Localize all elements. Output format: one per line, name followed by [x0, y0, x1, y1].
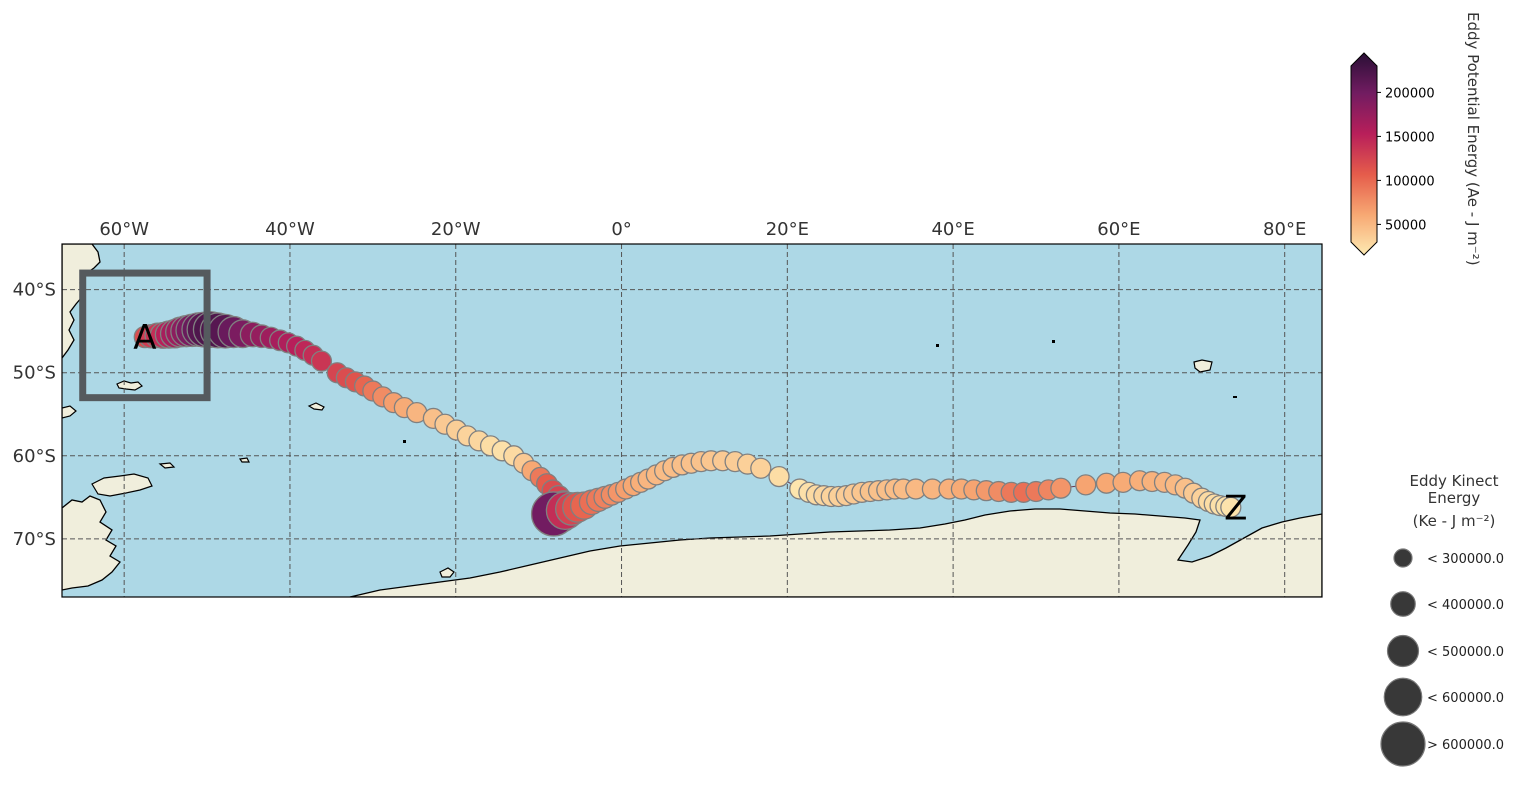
size-legend-marker [1393, 548, 1413, 568]
size-legend-label: < 600000.0 [1427, 691, 1504, 706]
lon-tick-label: 20°E [766, 219, 809, 240]
land-weddell-coast [439, 567, 455, 578]
land-peninsula-islands [91, 473, 153, 497]
colorbar-bar [1350, 52, 1378, 256]
lat-tick-label: 70°S [13, 529, 56, 550]
land-heard-island [1233, 396, 1237, 398]
size-legend-label: < 300000.0 [1427, 552, 1504, 567]
lat-tick-label: 50°S [13, 363, 56, 384]
land-falklands [116, 380, 143, 391]
size-legend: Eddy Kinect Energy (Ke - J m⁻²) < 300000… [1380, 472, 1504, 767]
size-legend-marker [1383, 677, 1423, 717]
colorbar-tick-label: 50000 [1385, 218, 1426, 233]
map-panel: A Z 60°W 40°W 20°W 0° 20°E 40°E 60°E 80°E 40°S 5… [13, 219, 1323, 598]
land-small-island [403, 440, 406, 443]
lat-tick-label: 40°S [13, 280, 56, 301]
end-label: Z [1224, 488, 1247, 528]
size-legend-marker [1380, 721, 1426, 767]
gridlines [62, 244, 1322, 597]
colorbar-tick-label: 200000 [1385, 86, 1435, 101]
size-legend-title-line-3: (Ke - J m⁻²) [1413, 512, 1496, 530]
eddy-point [1050, 477, 1072, 499]
latitude-ticks: 40°S 50°S 60°S 70°S [13, 280, 56, 550]
lon-tick-label: 80°E [1263, 219, 1306, 240]
lon-tick-label: 60°W [99, 219, 149, 240]
land-kerguelen [1193, 359, 1213, 373]
size-legend-label: > 600000.0 [1427, 738, 1504, 753]
eddy-point [310, 350, 333, 372]
lon-tick-label: 40°E [931, 219, 974, 240]
lat-tick-label: 60°S [13, 446, 56, 467]
land-antarctic-peninsula [62, 495, 121, 591]
land-tierra-del-fuego [62, 405, 77, 419]
size-legend-title-line-2: Energy [1428, 489, 1481, 507]
colorbar: 50000 100000 150000 200000 Eddy Potential E… [1350, 12, 1482, 266]
land-peninsula-islands-2 [158, 457, 250, 469]
size-legend-items: < 300000.0 < 400000.0 < 500000.0 < 600000.0… [1380, 548, 1504, 767]
colorbar-ticks: 50000 100000 150000 200000 [1377, 86, 1435, 233]
land-marion-island [936, 344, 939, 347]
eddy-point [750, 457, 772, 479]
size-legend-marker [1386, 634, 1420, 668]
lon-tick-label: 40°W [265, 219, 315, 240]
size-legend-label: < 400000.0 [1427, 598, 1504, 613]
start-label: A [133, 318, 156, 358]
lon-tick-label: 0° [611, 219, 631, 240]
eddy-point [1220, 496, 1242, 518]
eddy-track [133, 311, 1242, 537]
size-legend-title-line-1: Eddy Kinect [1409, 472, 1498, 490]
size-legend-marker [1390, 591, 1416, 617]
land-east-antarctica [349, 508, 1322, 597]
region-box [79, 269, 211, 402]
lon-tick-label: 60°E [1097, 219, 1140, 240]
colorbar-tick-label: 150000 [1385, 130, 1435, 145]
map-frame [61, 243, 1323, 598]
colorbar-tick-label: 100000 [1385, 174, 1435, 189]
land-south-georgia [307, 402, 325, 411]
land-crozet-island [1052, 340, 1055, 343]
longitude-ticks: 60°W 40°W 20°W 0° 20°E 40°E 60°E 80°E [99, 219, 1306, 240]
eddy-point [1075, 474, 1097, 496]
lon-tick-label: 20°W [431, 219, 481, 240]
size-legend-label: < 500000.0 [1427, 645, 1504, 660]
eddy-point [768, 465, 790, 488]
colorbar-label: Eddy Potential Energy (Ae - J m⁻²) [1464, 12, 1482, 266]
